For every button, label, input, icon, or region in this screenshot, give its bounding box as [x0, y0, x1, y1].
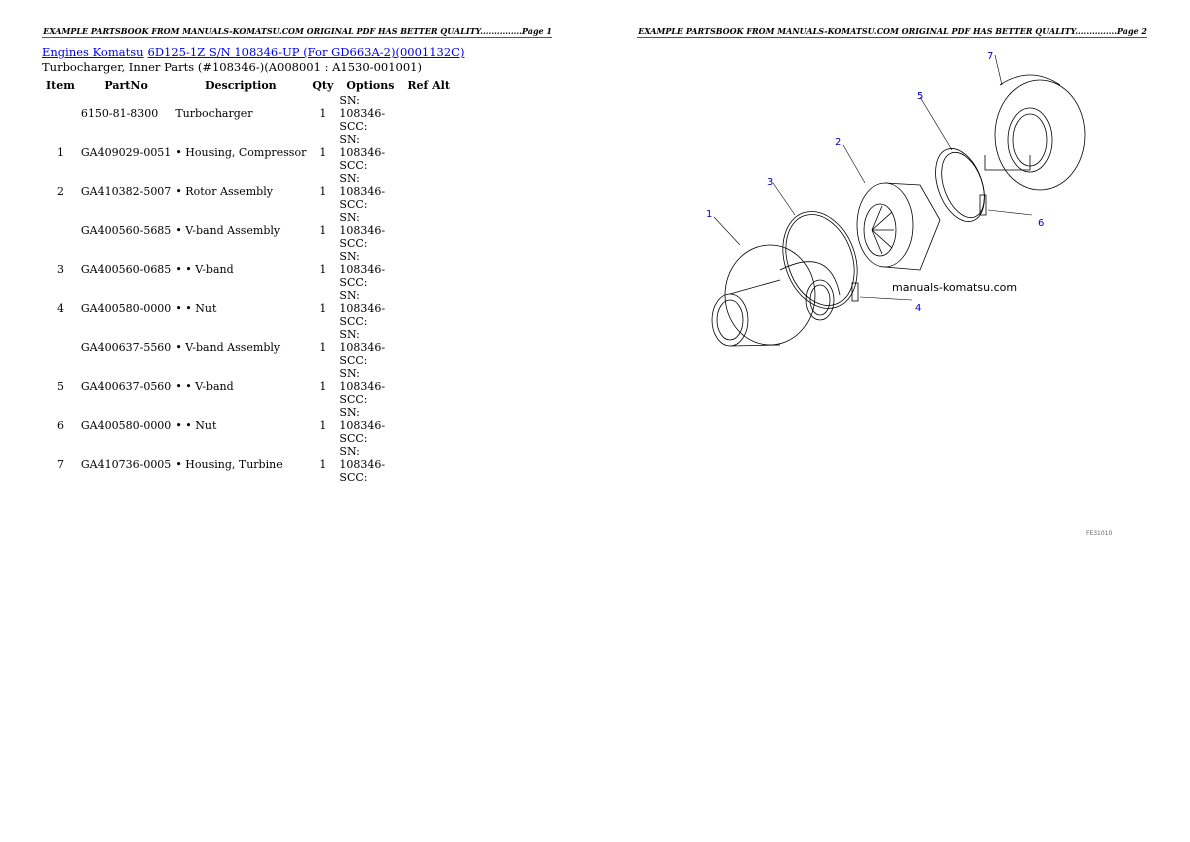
diagram-watermark: manuals-komatsu.com	[892, 281, 1017, 294]
table-row: 1 GA409029-0051 • Housing, Compressor 1 SN: …	[42, 133, 454, 172]
qty-cell: 1	[319, 263, 327, 276]
description-cell: Turbocharger	[175, 107, 253, 120]
v-band-5-part	[935, 148, 987, 222]
callout-2: 2	[835, 137, 841, 148]
column-header: PartNo	[104, 78, 148, 92]
qty-cell: 1	[319, 107, 327, 120]
callout-3: 3	[767, 177, 773, 188]
rotor-assembly-part	[856, 182, 941, 271]
refalt-cell	[403, 445, 454, 484]
options-cell: SN: 108346-SCC:	[339, 445, 386, 484]
item-cell	[42, 328, 79, 367]
diagram-code: FE31010	[1086, 530, 1113, 537]
item-cell	[42, 94, 79, 133]
refalt-cell	[403, 289, 454, 328]
refalt-cell	[403, 172, 454, 211]
description-cell: • V-band Assembly	[175, 224, 281, 237]
qty-cell: 1	[319, 185, 327, 198]
refalt-cell	[403, 211, 454, 250]
refalt-cell	[403, 406, 454, 445]
partno-cell: GA410382-5007	[80, 185, 172, 198]
description-cell: • Housing, Compressor	[175, 146, 307, 159]
item-cell: 5	[56, 380, 64, 393]
table-row: GA400637-5560 • V-band Assembly 1 SN: 10834…	[42, 328, 454, 367]
breadcrumb-engines-link[interactable]: Engines Komatsu	[42, 45, 144, 59]
column-header: Item	[46, 78, 75, 92]
description-cell: • • V-band	[175, 380, 234, 393]
item-cell: 3	[56, 263, 64, 276]
partno-cell: GA400580-0000	[80, 419, 172, 432]
page2-header: EXAMPLE PARTSBOOK FROM MANUALS-KOMATSU.C…	[637, 26, 1147, 38]
description-cell: • • Nut	[175, 302, 217, 315]
options-cell: SN: 108346-SCC:	[339, 94, 386, 133]
qty-cell: 1	[319, 341, 327, 354]
table-row: 7 GA410736-0005 • Housing, Turbine 1 SN: 108…	[42, 445, 454, 484]
options-cell: SN: 108346-SCC:	[339, 367, 386, 406]
qty-cell: 1	[319, 302, 327, 315]
table-row: 6150-81-8300 Turbocharger 1 SN: 108346-SCC:	[42, 94, 454, 133]
item-cell: 2	[56, 185, 64, 198]
callout-4: 4	[915, 303, 921, 314]
options-cell: SN: 108346-SCC:	[339, 289, 386, 328]
callout-7: 7	[987, 51, 993, 62]
column-header: Options	[346, 78, 395, 92]
partno-cell: 6150-81-8300	[80, 107, 159, 120]
callout-1: 1	[706, 209, 712, 220]
parts-table: Item PartNo Description Qty Options Ref Alt 61…	[42, 76, 454, 485]
compressor-housing-part	[711, 244, 841, 347]
qty-cell: 1	[319, 458, 327, 471]
leader-lines	[713, 54, 1033, 301]
item-cell: 6	[56, 419, 64, 432]
options-cell: SN: 108346-SCC:	[339, 328, 386, 367]
breadcrumb: Engines Komatsu 6D125-1Z S/N 108346-UP (F…	[42, 45, 468, 59]
column-header: Qty	[312, 78, 334, 92]
qty-cell: 1	[319, 224, 327, 237]
refalt-cell	[403, 250, 454, 289]
callout-5: 5	[917, 91, 923, 102]
partno-cell: GA400560-0685	[80, 263, 172, 276]
qty-cell: 1	[319, 419, 327, 432]
options-cell: SN: 108346-SCC:	[339, 211, 386, 250]
description-cell: • • Nut	[175, 419, 217, 432]
refalt-cell	[403, 328, 454, 367]
refalt-cell	[403, 367, 454, 406]
description-cell: • Housing, Turbine	[175, 458, 283, 471]
table-row: 4 GA400580-0000 • • Nut 1 SN: 108346-SCC:	[42, 289, 454, 328]
table-row: GA400560-5685 • V-band Assembly 1 SN: 10834…	[42, 211, 454, 250]
description-cell: • V-band Assembly	[175, 341, 281, 354]
item-cell: 4	[56, 302, 64, 315]
description-cell: • Rotor Assembly	[175, 185, 273, 198]
v-band-3-part	[782, 211, 859, 309]
turbine-housing-part	[984, 74, 1086, 191]
options-cell: SN: 108346-SCC:	[339, 133, 386, 172]
page1-header: EXAMPLE PARTSBOOK FROM MANUALS-KOMATSU.C…	[42, 26, 552, 38]
options-cell: SN: 108346-SCC:	[339, 406, 386, 445]
partno-cell: GA400637-5560	[80, 341, 172, 354]
table-row: 5 GA400637-0560 • • V-band 1 SN: 108346-SCC:	[42, 367, 454, 406]
table-row: 2 GA410382-5007 • Rotor Assembly 1 SN: 10834…	[42, 172, 454, 211]
partno-cell: GA409029-0051	[80, 146, 172, 159]
refalt-cell	[403, 133, 454, 172]
table-row: 3 GA400560-0685 • • V-band 1 SN: 108346-SCC:	[42, 250, 454, 289]
partno-cell: GA400580-0000	[80, 302, 172, 315]
item-cell	[42, 211, 79, 250]
item-cell: 7	[56, 458, 64, 471]
partno-cell: GA400637-0560	[80, 380, 172, 393]
qty-cell: 1	[319, 380, 327, 393]
turbocharger-exploded-diagram: 1 2 3 4 5 6 7 manuals-komatsu.com	[706, 51, 1086, 347]
breadcrumb-model-link[interactable]: 6D125-1Z S/N 108346-UP (For GD663A-2)(00…	[147, 45, 465, 59]
refalt-cell	[403, 94, 454, 133]
description-cell: • • V-band	[175, 263, 234, 276]
options-cell: SN: 108346-SCC:	[339, 172, 386, 211]
column-header: Description	[204, 78, 277, 92]
partno-cell: GA410736-0005	[80, 458, 172, 471]
table-row: 6 GA400580-0000 • • Nut 1 SN: 108346-SCC:	[42, 406, 454, 445]
qty-cell: 1	[319, 146, 327, 159]
column-header: Ref Alt	[407, 78, 450, 92]
page-subtitle: Turbocharger, Inner Parts (#108346-)(A00…	[42, 60, 422, 74]
partno-cell: GA400560-5685	[80, 224, 172, 237]
callout-6: 6	[1038, 218, 1044, 229]
item-cell: 1	[56, 146, 64, 159]
options-cell: SN: 108346-SCC:	[339, 250, 386, 289]
